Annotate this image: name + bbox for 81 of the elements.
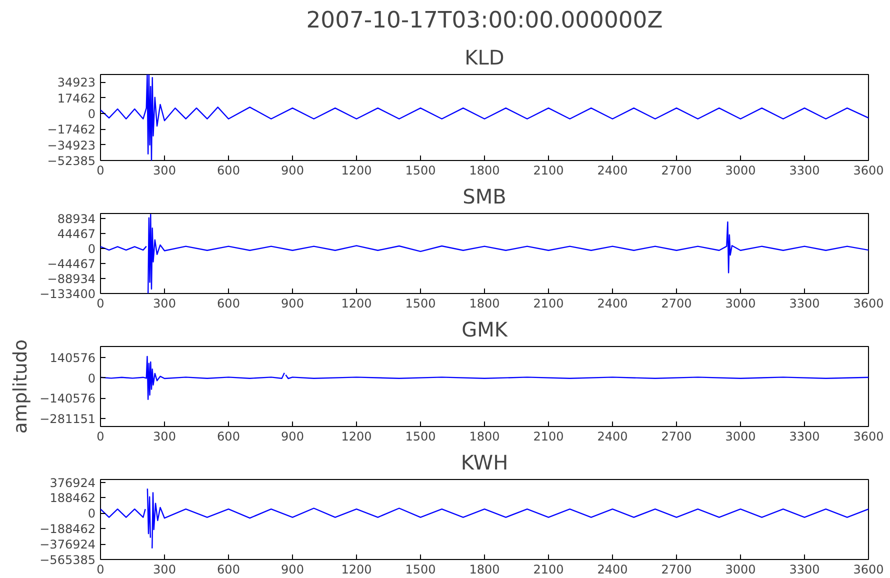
- y-tick-label: 0: [88, 106, 96, 121]
- x-tick-label: 1500: [405, 296, 436, 310]
- x-tick-label: 2400: [597, 430, 628, 444]
- x-tick-label: 0: [96, 430, 104, 444]
- y-tick-label: −52385: [47, 154, 96, 168]
- x-tick-label: 2700: [661, 562, 692, 576]
- x-tick-label: 3300: [789, 562, 820, 576]
- x-tick-label: 3000: [725, 296, 756, 310]
- y-tick-label: 376924: [50, 476, 96, 490]
- x-tick-label: 0: [96, 296, 104, 310]
- x-tick-label: 3000: [725, 562, 756, 576]
- y-tick-label: −376924: [40, 538, 96, 552]
- x-tick-label: 300: [153, 296, 176, 310]
- x-tick-label: 1500: [405, 430, 436, 444]
- x-tick-label: 2700: [661, 296, 692, 310]
- text: 2007-10-17T03:00:00.000000Z: [306, 8, 663, 34]
- y-tick-label: 34923: [57, 76, 96, 90]
- y-tick-label: 0: [88, 506, 96, 521]
- y-tick-label: 188462: [50, 491, 96, 506]
- y-tick-label: −281151: [40, 412, 96, 426]
- x-tick-label: 600: [217, 562, 240, 576]
- x-tick-label: 600: [217, 430, 240, 444]
- x-tick-label: 3600: [853, 164, 884, 178]
- x-tick-label: 300: [153, 164, 176, 178]
- x-tick-label: 300: [153, 562, 176, 576]
- x-tick-label: 600: [217, 296, 240, 310]
- x-tick-label: 2100: [533, 562, 564, 576]
- y-tick-label: −133400: [40, 287, 96, 301]
- y-tick-label: 44467: [57, 226, 96, 241]
- x-tick-label: 3600: [853, 562, 884, 576]
- chart-title: KLD: [464, 46, 504, 70]
- x-tick-label: 1800: [469, 562, 500, 576]
- y-axis-title: amplitudo: [10, 339, 32, 434]
- x-tick-label: 2700: [661, 164, 692, 178]
- x-tick-label: 2100: [533, 430, 564, 444]
- x-tick-label: 2400: [597, 562, 628, 576]
- chart-title: KWH: [460, 450, 508, 474]
- x-tick-label: 3600: [853, 430, 884, 444]
- x-tick-label: 2400: [597, 296, 628, 310]
- x-tick-label: 2400: [597, 164, 628, 178]
- y-tick-label: −188462: [40, 522, 96, 536]
- x-tick-label: 900: [281, 430, 304, 444]
- y-tick-label: 88934: [57, 212, 96, 226]
- x-tick-label: 1200: [341, 562, 372, 576]
- x-tick-label: 1200: [341, 296, 372, 310]
- y-tick-label: −565385: [40, 553, 96, 567]
- x-tick-label: 900: [281, 296, 304, 310]
- x-tick-label: 1800: [469, 164, 500, 178]
- chart-title: GMK: [462, 318, 508, 342]
- x-tick-label: 2100: [533, 296, 564, 310]
- y-tick-label: −17462: [47, 122, 96, 137]
- x-tick-label: 1800: [469, 296, 500, 310]
- x-tick-label: 1200: [341, 430, 372, 444]
- x-tick-label: 300: [153, 430, 176, 444]
- y-tick-label: −88934: [47, 272, 96, 286]
- x-tick-label: 1200: [341, 164, 372, 178]
- y-tick-label: −140576: [40, 392, 96, 406]
- x-tick-label: 3000: [725, 164, 756, 178]
- x-tick-label: 2700: [661, 430, 692, 444]
- x-tick-label: 0: [96, 164, 104, 178]
- x-tick-label: 900: [281, 164, 304, 178]
- x-tick-label: 3600: [853, 296, 884, 310]
- line-series: [100, 74, 868, 160]
- x-tick-label: 900: [281, 562, 304, 576]
- x-tick-label: 0: [96, 562, 104, 576]
- y-tick-label: −34923: [47, 138, 96, 152]
- x-tick-label: 1500: [405, 562, 436, 576]
- y-tick-label: 0: [88, 371, 96, 386]
- y-tick-label: 17462: [57, 91, 96, 106]
- x-tick-label: 3300: [789, 296, 820, 310]
- chart-title: SMB: [462, 184, 506, 208]
- x-tick-label: 3300: [789, 430, 820, 444]
- x-tick-label: 1800: [469, 430, 500, 444]
- x-tick-label: 3000: [725, 430, 756, 444]
- x-tick-label: 3300: [789, 164, 820, 178]
- x-tick-label: 2100: [533, 164, 564, 178]
- y-tick-label: 140576: [50, 351, 96, 366]
- x-tick-label: 600: [217, 164, 240, 178]
- y-tick-label: 0: [88, 242, 96, 256]
- x-tick-label: 1500: [405, 164, 436, 178]
- y-tick-label: −44467: [47, 256, 96, 271]
